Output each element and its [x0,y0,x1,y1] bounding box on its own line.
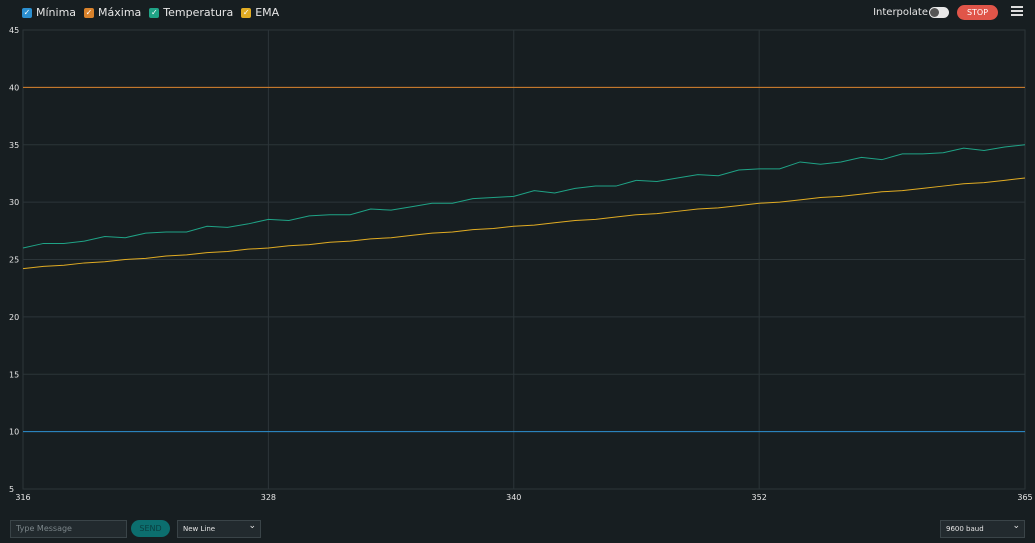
send-button[interactable]: SEND [131,520,170,537]
interpolate-label: Interpolate [873,7,928,18]
y-tick-label: 45 [9,26,19,35]
legend-label: Máxima [98,6,142,19]
footer: Type Message SEND New Line 9600 baud [0,510,1035,543]
x-tick-label: 316 [15,493,30,502]
y-tick-label: 40 [9,83,19,92]
legend-checkbox[interactable]: ✓ [241,7,252,18]
stop-button[interactable]: STOP [957,5,998,20]
x-tick-label: 328 [261,493,276,502]
baud-select[interactable]: 9600 baud [940,518,1025,538]
legend-label: EMA [255,6,280,19]
y-tick-label: 5 [9,485,14,494]
legend-item[interactable]: ✓ Máxima [84,6,141,19]
line-ending-select[interactable]: New Line [177,518,261,538]
y-tick-label: 30 [9,198,19,207]
menu-icon[interactable] [1011,6,1023,18]
legend-checkbox[interactable]: ✓ [149,7,160,18]
x-tick-label: 365 [1017,493,1032,502]
interpolate-toggle[interactable] [929,7,949,18]
message-input[interactable]: Type Message [10,520,127,538]
series-line [22,144,1026,249]
y-tick-label: 10 [9,428,19,437]
x-tick-label: 352 [752,493,767,502]
y-tick-label: 20 [9,313,19,322]
legend-checkbox[interactable]: ✓ [22,7,32,18]
series-line [22,177,1026,270]
legend-item[interactable]: ✓ Temperatura [149,6,233,19]
chart: 5 10 15 20 25 30 35 40 45 316 328 340 352 365 [9,26,1033,502]
toolbar: ✓ Mínima ✓ Máxima ✓ Temperatura ✓ EMA Interpola… [0,0,1035,26]
legend-label: Mínima [36,6,77,19]
legend-item[interactable]: ✓ EMA [241,6,279,19]
legend: ✓ Mínima ✓ Máxima ✓ Temperatura ✓ EMA [22,6,279,19]
legend-checkbox[interactable]: ✓ [84,7,95,18]
legend-label: Temperatura [163,6,234,19]
y-tick-label: 25 [9,256,19,265]
x-tick-label: 340 [506,493,521,502]
legend-item[interactable]: ✓ Mínima [22,6,76,19]
y-tick-label: 15 [9,370,19,379]
y-tick-label: 35 [9,141,19,150]
